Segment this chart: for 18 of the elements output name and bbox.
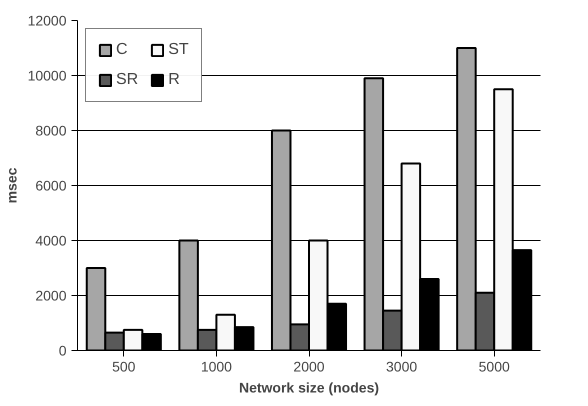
x-tick-label: 500 [112, 358, 136, 374]
y-axis-title: msec [4, 167, 20, 204]
legend-label: R [168, 71, 181, 89]
y-tick-label: 4000 [35, 232, 67, 248]
x-tick-label: 1000 [200, 358, 232, 374]
x-axis-title: Network size (nodes) [238, 380, 380, 396]
x-tick-label: 2000 [293, 358, 325, 374]
legend-label: SR [116, 71, 138, 89]
legend-label: ST [168, 41, 189, 59]
x-tick-label: 3000 [386, 358, 418, 374]
y-tick-label: 0 [58, 342, 67, 358]
x-tick-label: 5000 [478, 358, 510, 374]
y-tick-label: 12000 [28, 12, 67, 28]
y-tick-label: 10000 [28, 68, 67, 84]
y-tick-label: 8000 [35, 122, 67, 138]
y-tick-label: 2000 [35, 288, 67, 304]
legend-label: C [116, 41, 129, 59]
y-tick-label: 6000 [35, 178, 67, 194]
